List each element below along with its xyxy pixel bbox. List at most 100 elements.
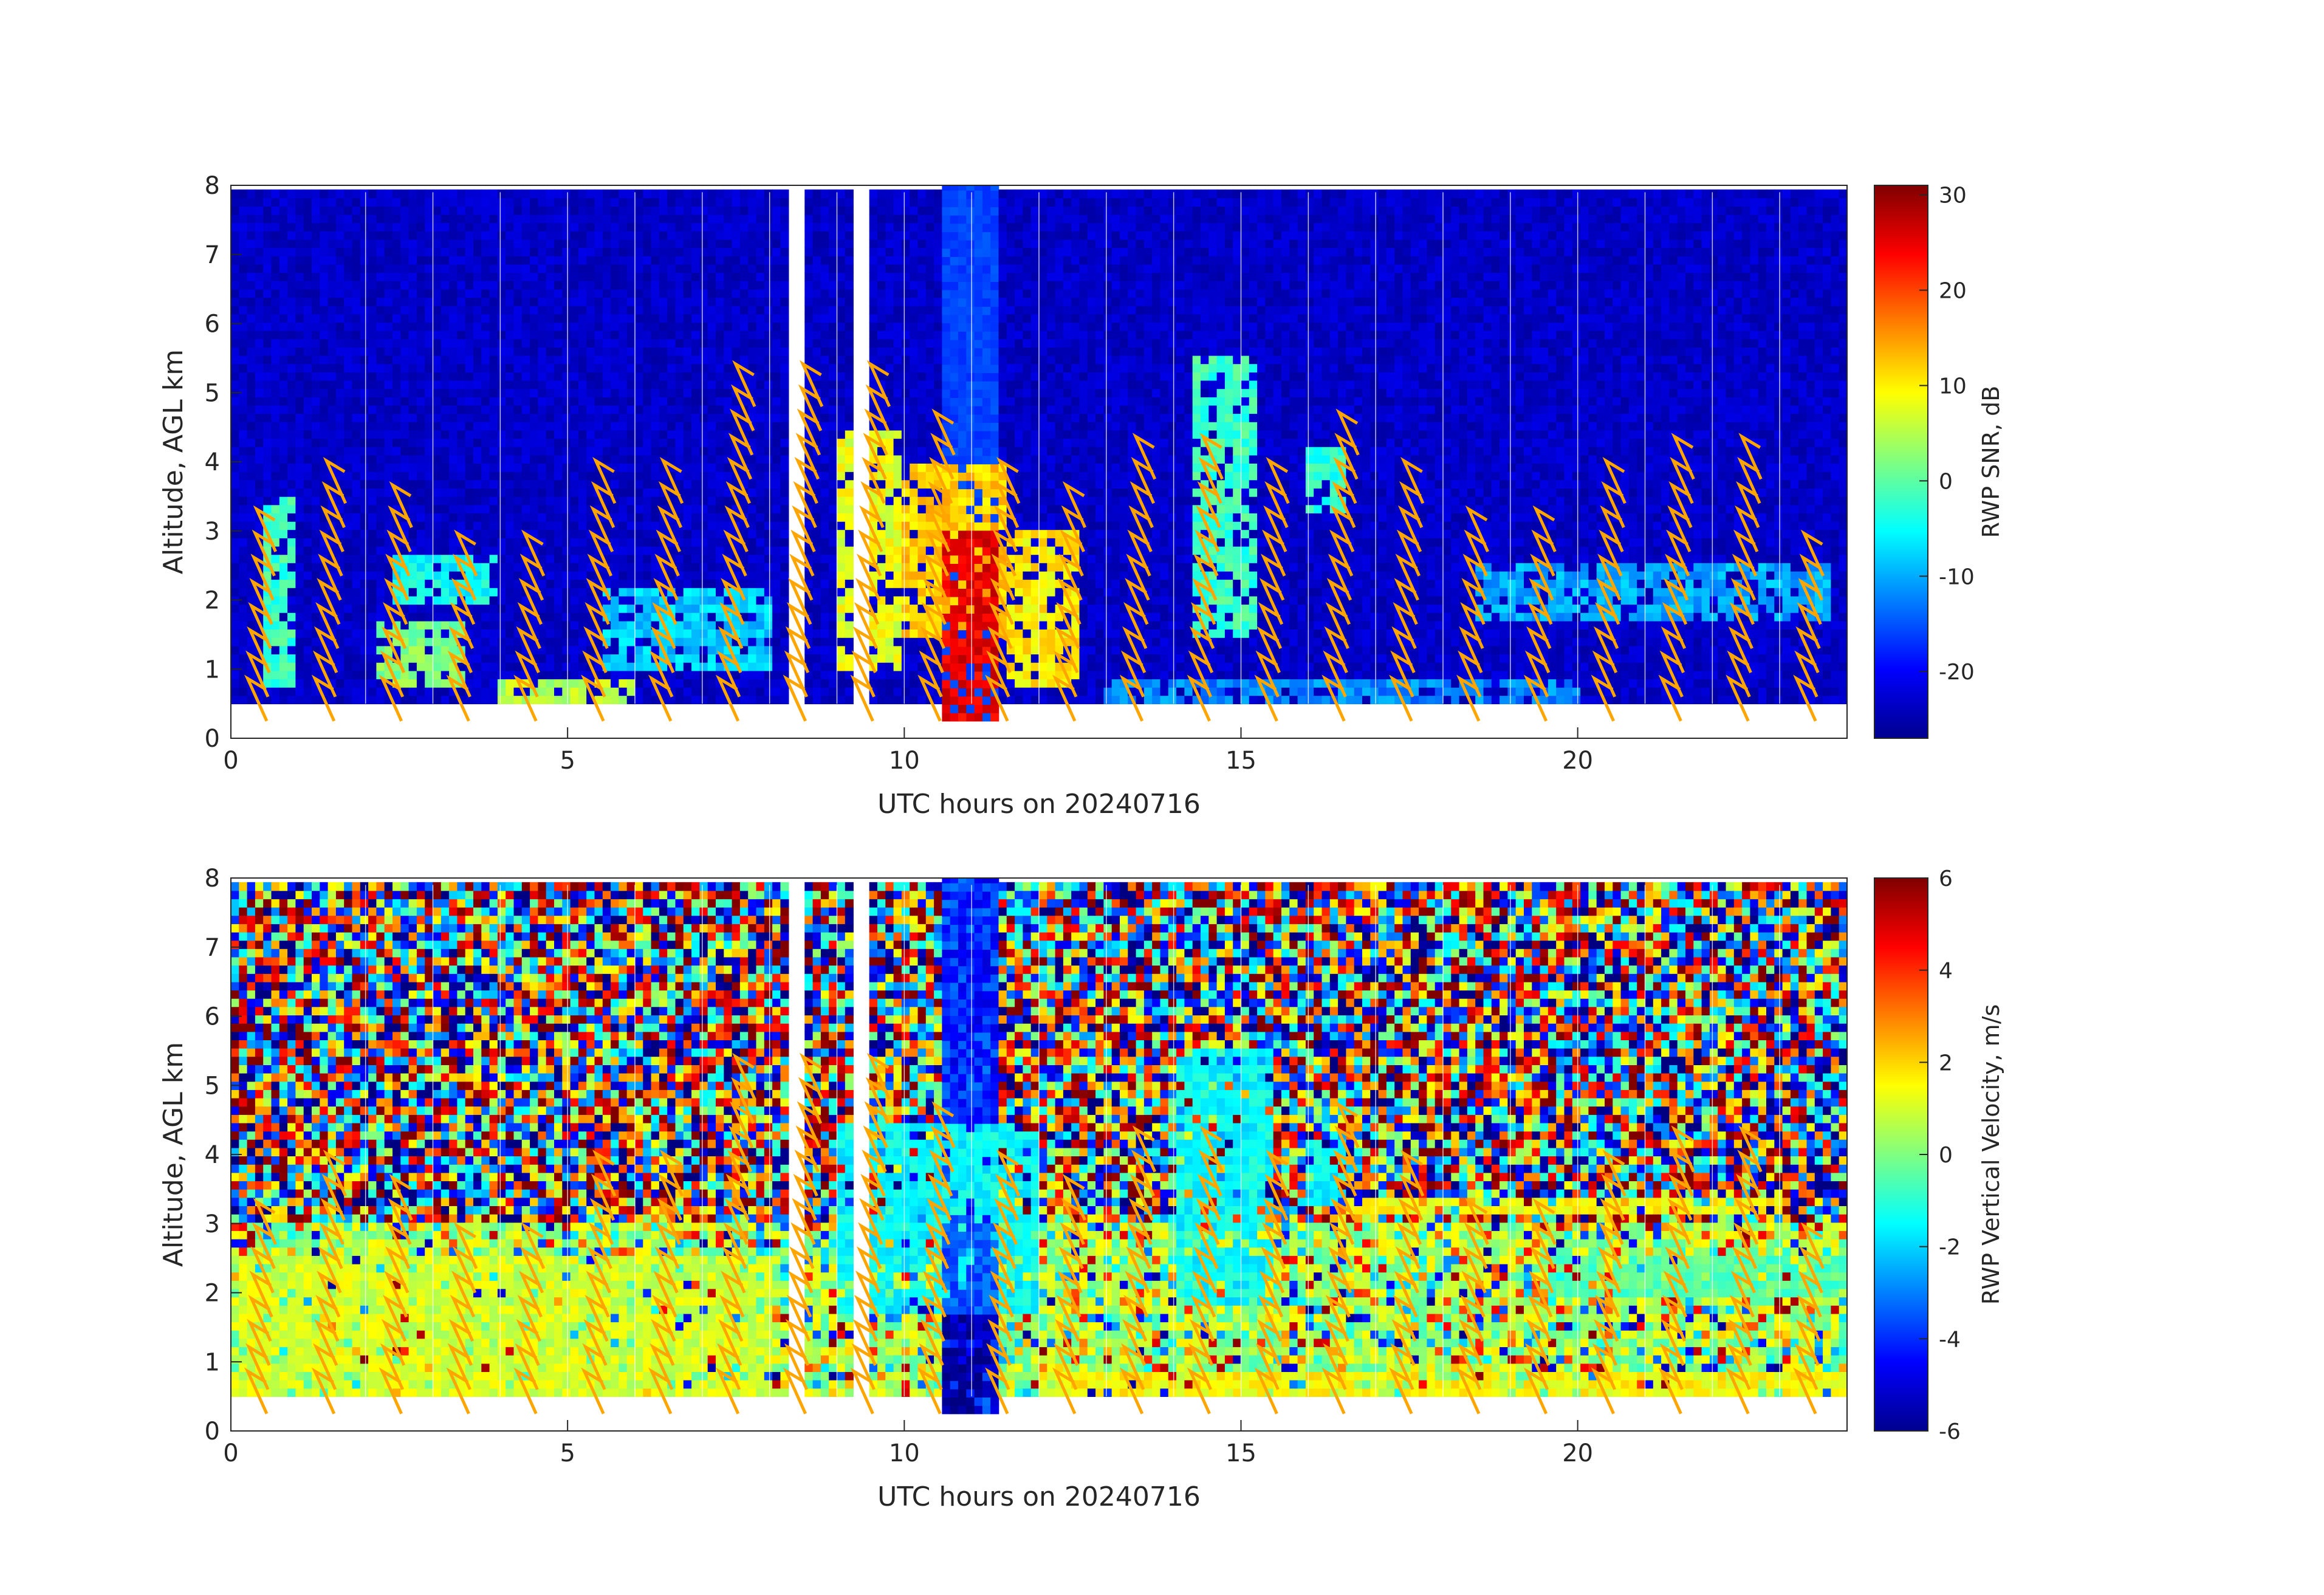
heatmap-cell [748, 305, 757, 315]
heatmap-cell [699, 438, 708, 447]
heatmap-cell [247, 289, 256, 298]
heatmap-cell [635, 297, 644, 306]
heatmap-cell [594, 330, 603, 340]
heatmap-cell [562, 422, 571, 431]
heatmap-cell [611, 563, 620, 572]
heatmap-cell [707, 620, 716, 629]
heatmap-cell [748, 637, 757, 647]
heatmap-cell [707, 670, 716, 679]
heatmap-cell [408, 695, 417, 704]
heatmap-cell [578, 363, 587, 372]
heatmap-cell [901, 289, 910, 298]
heatmap-cell [392, 305, 402, 315]
heatmap-cell [457, 397, 466, 406]
heatmap-cell [303, 338, 312, 348]
heatmap-cell [376, 629, 385, 638]
heatmap-cell [231, 281, 240, 290]
heatmap-cell [772, 463, 781, 472]
heatmap-cell [626, 513, 636, 522]
heatmap-cell [303, 355, 312, 365]
heatmap-cell [885, 554, 894, 563]
heatmap-cell [360, 554, 369, 563]
heatmap-cell [820, 496, 829, 506]
heatmap-cell [287, 563, 296, 572]
heatmap-cell [635, 197, 644, 207]
heatmap-cell [901, 413, 910, 422]
heatmap-cell [683, 662, 692, 671]
heatmap-cell [877, 629, 886, 638]
heatmap-cell [570, 554, 579, 563]
heatmap-cell [901, 347, 910, 356]
heatmap-cell [489, 405, 498, 414]
heatmap-cell [384, 338, 393, 348]
heatmap-cell [327, 422, 337, 431]
heatmap-cell [780, 388, 789, 397]
heatmap-cell [287, 330, 296, 340]
heatmap-cell [481, 637, 490, 647]
heatmap-cell [247, 620, 256, 629]
heatmap-cell [295, 413, 304, 422]
heatmap-cell [546, 239, 555, 249]
heatmap-cell [368, 272, 377, 281]
heatmap-cell [812, 595, 821, 605]
heatmap-cell [691, 645, 701, 654]
heatmap-cell [910, 513, 919, 522]
heatmap-cell [255, 463, 264, 472]
heatmap-cell [837, 554, 846, 563]
heatmap-cell [465, 447, 474, 456]
heatmap-cell [683, 612, 692, 622]
heatmap-cell [425, 397, 434, 406]
heatmap-cell [667, 231, 676, 240]
heatmap-cell [651, 471, 660, 481]
heatmap-cell [312, 695, 321, 704]
heatmap-cell [239, 338, 248, 348]
heatmap-cell [497, 488, 506, 497]
heatmap-cell [255, 388, 264, 397]
heatmap-cell [893, 595, 902, 605]
heatmap-cell [295, 571, 304, 580]
heatmap-cell [481, 604, 490, 613]
heatmap-cell [440, 679, 450, 688]
heatmap-cell [271, 604, 280, 613]
heatmap-cell [812, 546, 821, 555]
heatmap-cell [416, 438, 425, 447]
heatmap-cell [651, 314, 660, 323]
heatmap-cell [530, 496, 539, 506]
heatmap-cell [335, 397, 344, 406]
heatmap-cell [433, 388, 442, 397]
heatmap-cell [772, 231, 781, 240]
heatmap-cell [344, 447, 353, 456]
heatmap-cell [489, 454, 498, 464]
heatmap-cell [707, 546, 716, 555]
heatmap-cell [287, 496, 296, 506]
heatmap-cell [820, 563, 829, 572]
heatmap-cell [562, 521, 571, 530]
heatmap-cell [481, 272, 490, 281]
heatmap-cell [546, 479, 555, 489]
heatmap-cell [716, 239, 725, 249]
heatmap-cell [885, 289, 894, 298]
heatmap-cell [748, 281, 757, 290]
heatmap-cell [263, 504, 272, 513]
heatmap-cell [303, 554, 312, 563]
heatmap-cell [764, 513, 773, 522]
heatmap-cell [885, 620, 894, 629]
heatmap-cell [570, 422, 579, 431]
heatmap-cell [659, 214, 668, 224]
heatmap-cell [635, 281, 644, 290]
heatmap-cell [837, 438, 846, 447]
heatmap-cell [764, 330, 773, 340]
heatmap-cell [626, 637, 636, 647]
heatmap-cell [643, 637, 652, 647]
heatmap-cell [901, 637, 910, 647]
heatmap-cell [837, 529, 846, 538]
heatmap-cell [303, 314, 312, 323]
heatmap-cell [901, 571, 910, 580]
heatmap-cell [465, 256, 474, 265]
heatmap-cell [335, 679, 344, 688]
heatmap-cell [287, 479, 296, 489]
heatmap-cell [635, 338, 644, 348]
heatmap-cell [651, 620, 660, 629]
heatmap-cell [279, 264, 288, 273]
